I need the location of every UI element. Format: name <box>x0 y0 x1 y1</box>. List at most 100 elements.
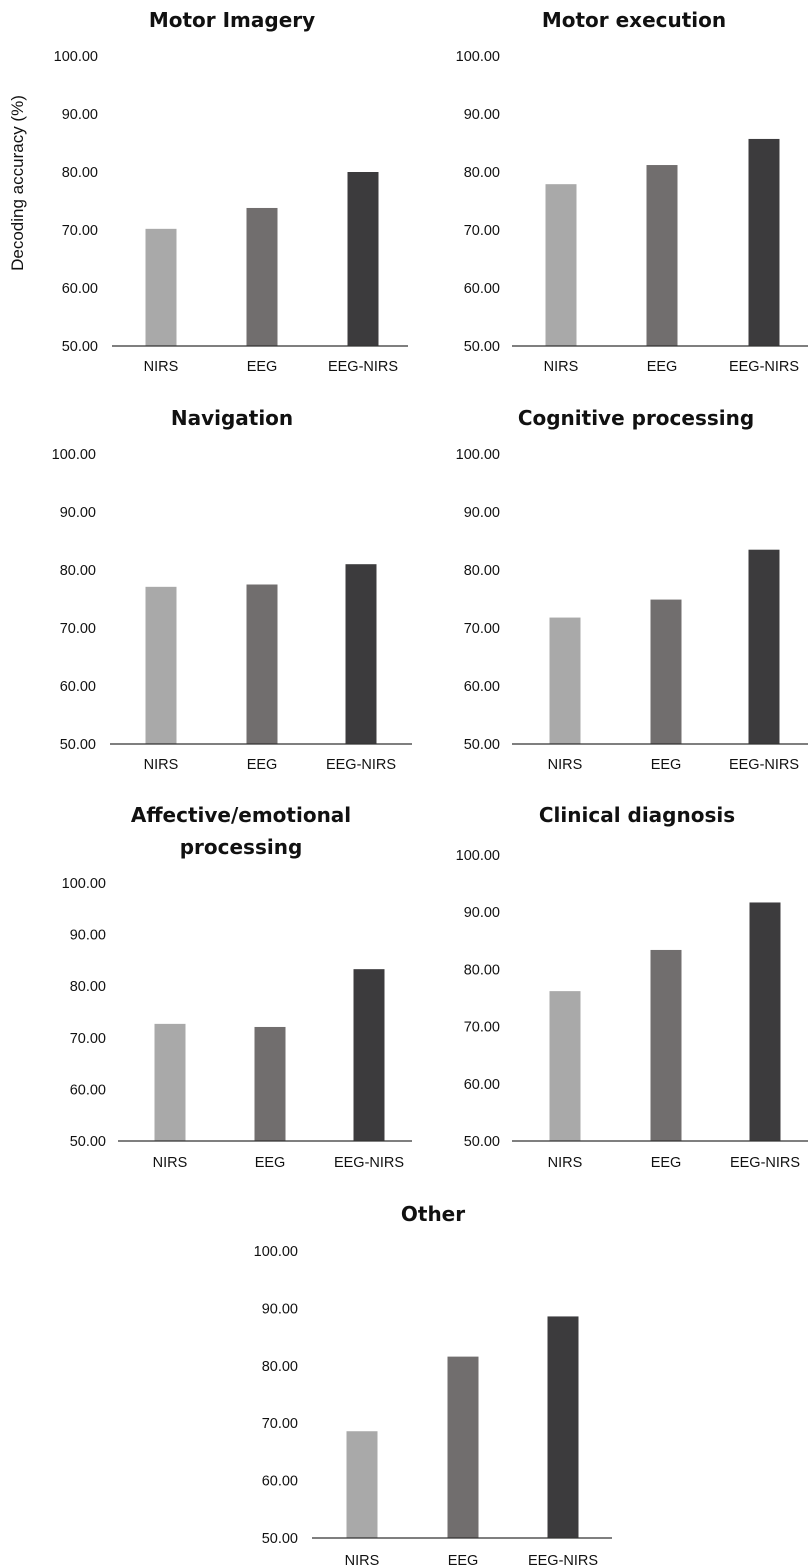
x-tick-label: EEG <box>647 359 678 375</box>
y-tick-label: 90.00 <box>464 107 500 123</box>
x-tick-label: EEG <box>651 757 682 773</box>
y-tick-label: 70.00 <box>60 621 96 637</box>
bar-eeg-nirs <box>347 172 379 346</box>
bar-nirs <box>346 1431 378 1538</box>
y-tick-label: 50.00 <box>62 339 98 355</box>
panel-other: Other 50.00 60.00 70.00 80.00 90.00 100.00 NIRS… <box>254 1202 612 1568</box>
x-tick-label: EEG <box>651 1155 682 1171</box>
y-tick-label: 80.00 <box>464 165 500 181</box>
y-tick-label: 90.00 <box>70 928 106 944</box>
bar-eeg-nirs <box>353 969 385 1141</box>
panel-affective-emotional-processing: Affective/emotional processing 50.00 60.00 7… <box>62 803 412 1171</box>
bar-nirs <box>145 586 177 744</box>
y-tick-label: 60.00 <box>62 281 98 297</box>
bar-eeg-nirs <box>748 138 780 346</box>
y-tick-label: 100.00 <box>456 848 500 864</box>
bar-eeg <box>246 584 278 744</box>
panel-cognitive-processing: Cognitive processing 50.00 60.00 70.00 80.00… <box>456 406 808 773</box>
y-tick-label: 60.00 <box>464 281 500 297</box>
y-tick-label: 70.00 <box>70 1031 106 1047</box>
y-tick-label: 70.00 <box>464 1020 500 1036</box>
x-tick-label: NIRS <box>544 359 579 375</box>
x-tick-label: EEG-NIRS <box>729 757 799 773</box>
y-tick-label: 90.00 <box>262 1301 298 1317</box>
y-axis-label: Decoding accuracy (%) <box>8 95 27 271</box>
y-tick-label: 60.00 <box>70 1082 106 1098</box>
y-tick-label: 90.00 <box>60 505 96 521</box>
x-tick-label: EEG <box>448 1553 479 1568</box>
y-tick-label: 90.00 <box>62 107 98 123</box>
y-tick-label: 80.00 <box>60 563 96 579</box>
y-tick-label: 60.00 <box>464 679 500 695</box>
x-tick-label: EEG-NIRS <box>528 1553 598 1568</box>
y-tick-label: 100.00 <box>456 447 500 463</box>
panel-title: processing <box>180 835 303 859</box>
x-tick-label: EEG-NIRS <box>326 757 396 773</box>
y-tick-label: 80.00 <box>70 979 106 995</box>
bar-nirs <box>145 228 177 346</box>
bar-eeg <box>246 207 278 346</box>
bar-eeg <box>650 599 682 744</box>
y-tick-label: 100.00 <box>54 49 98 65</box>
x-tick-label: EEG <box>247 359 278 375</box>
y-tick-label: 80.00 <box>464 962 500 978</box>
y-tick-label: 80.00 <box>262 1359 298 1375</box>
x-tick-label: EEG-NIRS <box>328 359 398 375</box>
panel-navigation: Navigation 50.00 60.00 70.00 80.00 90.00 100.0… <box>52 406 412 773</box>
y-tick-label: 50.00 <box>464 1134 500 1150</box>
y-tick-label: 70.00 <box>62 223 98 239</box>
bar-nirs <box>545 184 577 346</box>
y-tick-label: 60.00 <box>464 1077 500 1093</box>
y-tick-label: 50.00 <box>464 339 500 355</box>
bar-eeg <box>650 949 682 1141</box>
bar-nirs <box>154 1023 186 1141</box>
y-tick-label: 50.00 <box>262 1531 298 1547</box>
y-tick-label: 100.00 <box>456 49 500 65</box>
x-tick-label: NIRS <box>548 1155 583 1171</box>
y-tick-label: 100.00 <box>254 1244 298 1260</box>
y-tick-label: 60.00 <box>262 1474 298 1490</box>
bar-eeg-nirs <box>547 1316 579 1538</box>
chart-panels: Motor Imagery 50.00 60.00 70.00 80.00 90.00 10… <box>52 8 808 1568</box>
y-tick-label: 50.00 <box>70 1134 106 1150</box>
x-tick-label: EEG <box>247 757 278 773</box>
bar-eeg-nirs <box>749 902 781 1141</box>
y-tick-label: 80.00 <box>62 165 98 181</box>
x-tick-label: NIRS <box>153 1155 188 1171</box>
x-tick-label: EEG-NIRS <box>729 359 799 375</box>
y-tick-label: 90.00 <box>464 505 500 521</box>
x-tick-label: EEG-NIRS <box>334 1155 404 1171</box>
bar-eeg <box>646 165 678 346</box>
y-tick-label: 60.00 <box>60 679 96 695</box>
y-tick-label: 100.00 <box>62 876 106 892</box>
y-tick-label: 70.00 <box>262 1416 298 1432</box>
panel-title: Cognitive processing <box>518 406 754 430</box>
y-tick-label: 90.00 <box>464 905 500 921</box>
x-tick-label: NIRS <box>144 359 179 375</box>
panel-clinical-diagnosis: Clinical diagnosis 50.00 60.00 70.00 80.00 90… <box>456 803 808 1171</box>
bar-eeg <box>447 1356 479 1538</box>
x-tick-label: NIRS <box>144 757 179 773</box>
panel-title: Other <box>401 1202 465 1226</box>
x-tick-label: NIRS <box>345 1553 380 1568</box>
panel-title: Affective/emotional <box>131 803 351 827</box>
bar-nirs <box>549 617 581 744</box>
panel-title: Navigation <box>171 406 293 430</box>
y-tick-label: 50.00 <box>464 737 500 753</box>
panel-title: Motor Imagery <box>149 8 315 32</box>
panel-title: Clinical diagnosis <box>539 803 735 827</box>
y-tick-label: 100.00 <box>52 447 96 463</box>
panel-motor-imagery: Motor Imagery 50.00 60.00 70.00 80.00 90.00 10… <box>54 8 408 375</box>
bar-nirs <box>549 991 581 1141</box>
panel-motor-execution: Motor execution 50.00 60.00 70.00 80.00 90.00… <box>456 8 808 375</box>
bar-eeg-nirs <box>345 564 377 744</box>
bar-eeg <box>254 1026 286 1141</box>
y-tick-label: 80.00 <box>464 563 500 579</box>
x-tick-label: EEG-NIRS <box>730 1155 800 1171</box>
y-tick-label: 70.00 <box>464 621 500 637</box>
y-tick-label: 70.00 <box>464 223 500 239</box>
panel-title: Motor execution <box>542 8 726 32</box>
bar-eeg-nirs <box>748 549 780 744</box>
y-tick-label: 50.00 <box>60 737 96 753</box>
